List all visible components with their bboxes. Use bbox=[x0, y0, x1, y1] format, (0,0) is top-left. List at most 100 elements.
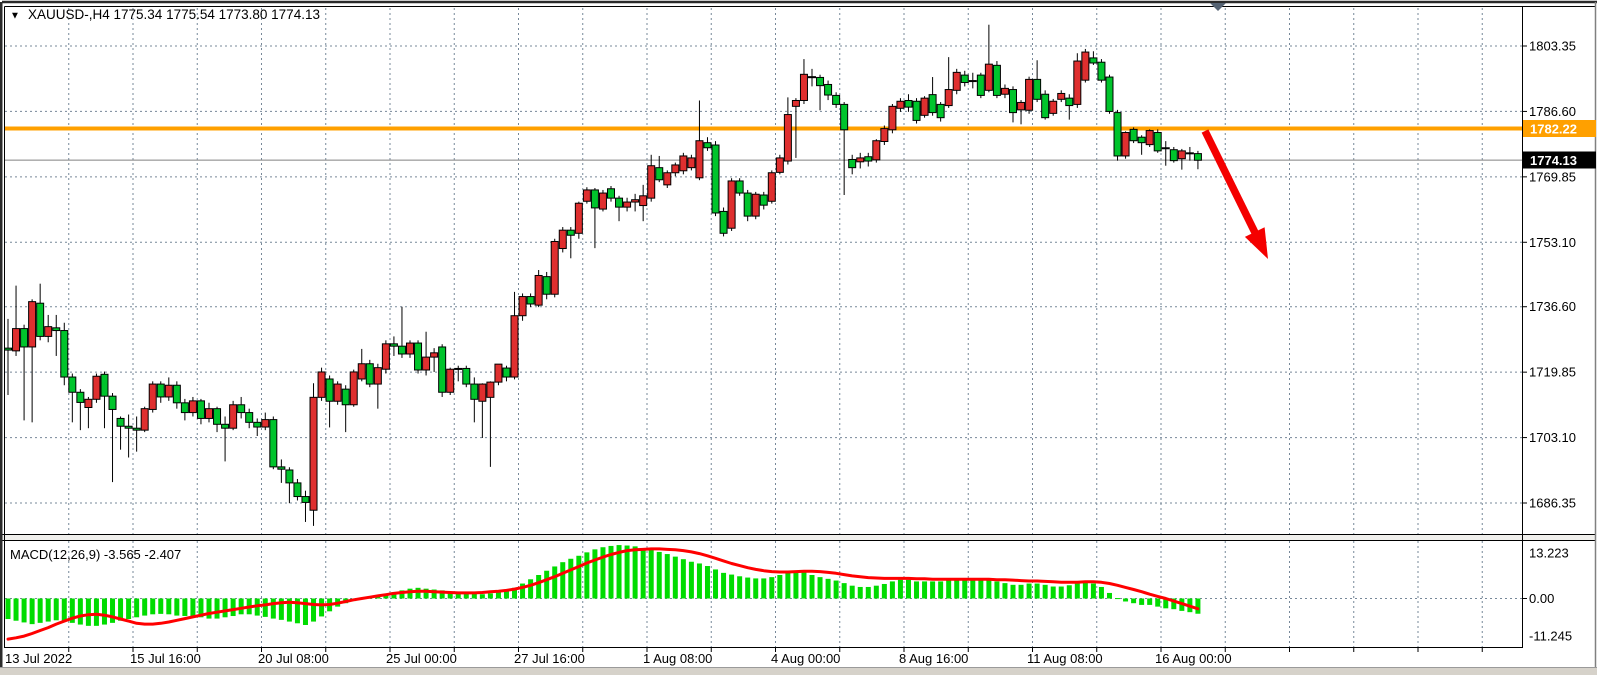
candle-body bbox=[607, 188, 615, 199]
macd-indicator-label: MACD(12,26,9) -3.565 -2.407 bbox=[10, 547, 181, 562]
price-scale[interactable]: 1803.35 1786.60 1769.85 1753.10 1736.60 1719.… bbox=[1522, 39, 1576, 644]
candle-body bbox=[799, 73, 808, 101]
candle-body bbox=[767, 172, 776, 202]
time-axis-label: 16 Aug 00:00 bbox=[1155, 651, 1232, 666]
macd-bar bbox=[801, 571, 807, 599]
bid-price-tag-label: 1774.13 bbox=[1530, 153, 1577, 168]
candle-body bbox=[333, 383, 342, 402]
resistance-price-tag bbox=[1523, 120, 1596, 137]
candle-body bbox=[1065, 97, 1074, 107]
candle-body bbox=[896, 100, 905, 109]
macd-bar bbox=[110, 598, 116, 623]
candle-body bbox=[848, 158, 857, 169]
macd-bar bbox=[455, 592, 461, 599]
candle-body bbox=[992, 64, 1001, 96]
macd-bar bbox=[1195, 598, 1201, 614]
candle-body bbox=[1177, 150, 1186, 160]
candle-body bbox=[237, 404, 246, 414]
price-axis-label: 1719.85 bbox=[1529, 365, 1576, 380]
candle-body bbox=[1105, 76, 1114, 112]
candle-body bbox=[1057, 92, 1066, 100]
candle-body bbox=[196, 400, 205, 419]
candle-body bbox=[783, 114, 792, 162]
candle-body bbox=[711, 144, 720, 214]
candle-body bbox=[687, 157, 696, 169]
macd-bar bbox=[1082, 581, 1088, 599]
candle-body bbox=[582, 189, 591, 202]
candle-body bbox=[1137, 136, 1146, 144]
candle-body bbox=[1041, 93, 1050, 119]
candle-body bbox=[470, 383, 479, 400]
time-scale[interactable]: 13 Jul 2022 15 Jul 16:00 20 Jul 08:00 25 Ju… bbox=[5, 647, 1483, 666]
candle-body bbox=[631, 199, 640, 203]
macd-bar bbox=[624, 545, 630, 599]
candle-body bbox=[502, 367, 511, 378]
macd-bar bbox=[568, 558, 574, 599]
macd-bar bbox=[118, 598, 124, 621]
macd-axis-label: 13.223 bbox=[1529, 546, 1569, 561]
macd-bar bbox=[1026, 583, 1032, 599]
macd-bar bbox=[1106, 592, 1112, 599]
macd-bar bbox=[142, 598, 148, 616]
macd-axis-label: -11.245 bbox=[1529, 629, 1572, 644]
candle-body bbox=[1161, 147, 1170, 150]
macd-bar bbox=[37, 598, 43, 623]
candle-body bbox=[438, 346, 447, 393]
macd-bar bbox=[13, 598, 19, 621]
macd-bar bbox=[182, 598, 188, 617]
macd-bar bbox=[745, 577, 751, 599]
macd-bar bbox=[704, 566, 710, 599]
sell-arrow-shaft[interactable] bbox=[1201, 129, 1260, 238]
candle-body bbox=[44, 326, 53, 337]
candle-body bbox=[253, 421, 262, 428]
candle-body bbox=[952, 71, 961, 91]
chart-shift-marker-icon[interactable] bbox=[1210, 3, 1226, 11]
candle-body bbox=[1049, 100, 1058, 114]
macd-bar bbox=[769, 577, 775, 599]
candle-body bbox=[1000, 87, 1009, 95]
macd-bar bbox=[994, 581, 1000, 599]
macd-bar bbox=[978, 579, 984, 599]
sell-arrow-head[interactable] bbox=[1244, 227, 1268, 259]
symbol-dropdown-icon[interactable]: ▼ bbox=[10, 11, 20, 22]
macd-bar bbox=[399, 590, 405, 599]
time-axis-label: 1 Aug 08:00 bbox=[643, 651, 712, 666]
candle-body bbox=[188, 400, 197, 414]
macd-bar bbox=[897, 579, 903, 599]
candle-body bbox=[695, 140, 704, 179]
candle-body bbox=[808, 76, 816, 79]
candle-body bbox=[293, 482, 302, 498]
macd-bar bbox=[286, 598, 292, 622]
price-axis-label: 1686.35 bbox=[1529, 496, 1576, 511]
macd-bar bbox=[1139, 598, 1145, 605]
candle-body bbox=[663, 172, 672, 186]
macd-bar bbox=[753, 578, 759, 599]
candle-body bbox=[534, 274, 543, 306]
candle-body bbox=[430, 352, 439, 358]
macd-bar bbox=[479, 594, 485, 599]
pane-splitter[interactable] bbox=[2, 535, 1595, 540]
candlestick-series bbox=[4, 24, 1202, 526]
macd-bar bbox=[29, 598, 35, 625]
candle-body bbox=[1121, 132, 1130, 157]
price-axis-label: 1803.35 bbox=[1529, 39, 1576, 54]
candle-body bbox=[12, 328, 21, 352]
macd-bar bbox=[206, 598, 212, 619]
macd-bar bbox=[1147, 598, 1153, 605]
macd-bar bbox=[656, 551, 662, 599]
candle-body bbox=[76, 391, 85, 403]
candle-body bbox=[1185, 152, 1194, 155]
macd-bar bbox=[648, 549, 654, 599]
macd-bar bbox=[761, 578, 767, 599]
candle-body bbox=[414, 342, 423, 371]
macd-bar bbox=[21, 598, 27, 623]
macd-bar bbox=[576, 555, 582, 599]
macd-bar bbox=[1115, 598, 1121, 600]
candle-body bbox=[124, 425, 133, 429]
macd-bar bbox=[873, 585, 879, 599]
candle-body bbox=[261, 419, 270, 428]
macd-bar bbox=[825, 578, 831, 599]
candle-body bbox=[679, 155, 688, 172]
candle-body bbox=[1145, 130, 1154, 146]
candle-body bbox=[20, 328, 29, 348]
